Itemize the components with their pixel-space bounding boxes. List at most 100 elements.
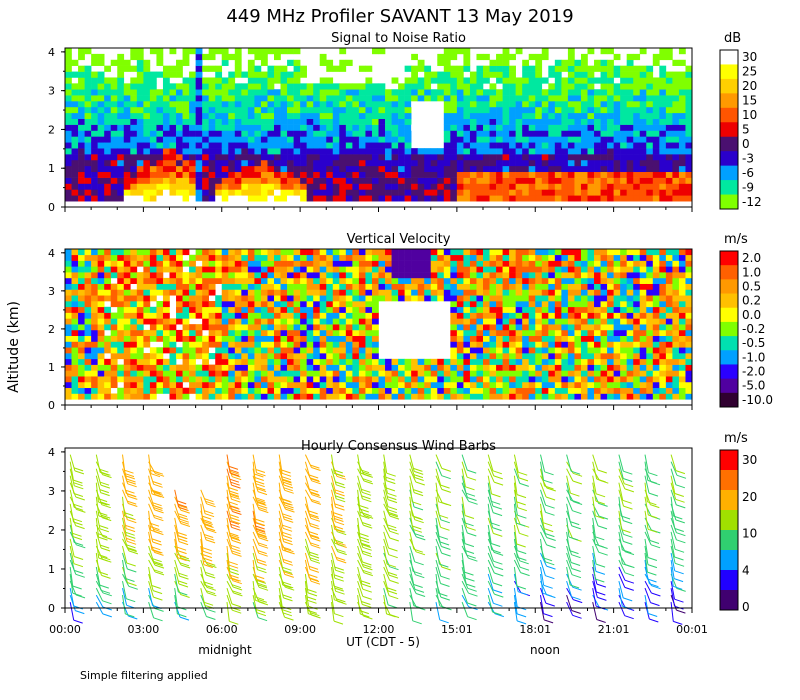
vertical-velocity-cell xyxy=(594,376,601,383)
vertical-velocity-cell xyxy=(659,272,667,279)
vertical-velocity-cell xyxy=(313,370,321,377)
wind-barb xyxy=(95,552,100,572)
vertical-velocity-cell xyxy=(541,358,549,365)
snr-cell xyxy=(639,183,647,190)
snr-cell xyxy=(91,136,98,143)
vertical-velocity-cell xyxy=(130,254,138,261)
vertical-velocity-cell xyxy=(228,301,236,308)
vertical-velocity-cell xyxy=(247,312,255,319)
vertical-velocity-cell xyxy=(91,364,98,371)
snr-cell xyxy=(456,148,464,155)
snr-cell xyxy=(535,189,543,196)
snr-cell xyxy=(104,195,112,202)
snr-cell xyxy=(561,95,569,102)
snr-cell xyxy=(450,136,458,143)
snr-cell xyxy=(365,101,373,108)
snr-cell xyxy=(469,148,477,155)
vertical-velocity-cell xyxy=(476,347,484,354)
vertical-velocity-cell xyxy=(319,266,327,273)
vertical-velocity-cell xyxy=(404,393,412,400)
snr-cell xyxy=(280,101,288,108)
snr-cell xyxy=(293,101,301,108)
vertical-velocity-cell xyxy=(456,249,464,256)
snr-cell xyxy=(522,142,530,149)
snr-cell xyxy=(221,142,229,149)
vertical-velocity-cell xyxy=(149,381,157,389)
vertical-velocity-cell xyxy=(496,277,503,284)
vertical-velocity-cell xyxy=(541,260,549,267)
snr-cell xyxy=(469,189,477,196)
snr-cell xyxy=(580,71,588,78)
snr-cell xyxy=(84,159,92,167)
wind-barb xyxy=(122,559,126,579)
vertical-velocity-cell xyxy=(104,387,112,394)
snr-cell xyxy=(665,124,673,131)
vertical-velocity-cell xyxy=(522,341,530,348)
wind-barb-feather xyxy=(73,493,84,497)
wind-barb-feather xyxy=(125,489,135,494)
snr-cell xyxy=(143,71,151,78)
snr-cell xyxy=(104,142,112,149)
snr-cell xyxy=(234,106,242,114)
vertical-velocity-cell xyxy=(189,387,196,394)
vertical-velocity-cell xyxy=(685,272,693,279)
vertical-velocity-cell xyxy=(234,358,242,365)
vertical-velocity-cell xyxy=(371,376,379,383)
snr-cell xyxy=(607,165,614,173)
snr-cell xyxy=(600,83,608,90)
vertical-velocity-cell xyxy=(443,249,451,256)
snr-cell xyxy=(404,154,412,161)
snr-cell xyxy=(215,95,223,102)
snr-cell xyxy=(254,189,262,196)
vertical-velocity-cell xyxy=(430,393,438,400)
snr-cell xyxy=(162,83,170,90)
vertical-velocity-cell xyxy=(607,324,614,331)
vertical-velocity-cell xyxy=(502,353,510,360)
vertical-velocity-cell xyxy=(580,347,588,354)
vertical-velocity-cell xyxy=(352,254,360,261)
snr-cell xyxy=(567,59,575,66)
vertical-velocity-cell xyxy=(371,347,379,354)
vertical-velocity-cell xyxy=(234,329,242,337)
vertical-velocity-cell xyxy=(430,376,438,383)
wind-barb xyxy=(148,601,155,618)
snr-cell xyxy=(528,159,536,167)
snr-cell xyxy=(672,165,680,173)
snr-cell xyxy=(352,171,360,178)
vertical-velocity-cell xyxy=(561,347,569,354)
snr-cell xyxy=(639,165,647,173)
vertical-velocity-cell xyxy=(437,277,445,284)
vertical-velocity-cell xyxy=(234,272,242,279)
snr-cell xyxy=(274,183,281,190)
snr-cell xyxy=(274,171,281,178)
vertical-velocity-cell xyxy=(430,358,438,365)
snr-cell xyxy=(398,165,405,173)
vertical-velocity-cell xyxy=(274,266,281,273)
snr-cell xyxy=(672,124,680,131)
vertical-velocity-cell xyxy=(561,283,569,290)
figure-title: 449 MHz Profiler SAVANT 13 May 2019 xyxy=(226,6,573,27)
vertical-velocity-cell xyxy=(626,353,634,360)
wind-barb-feather xyxy=(124,473,135,478)
vertical-velocity-cell xyxy=(633,376,641,383)
wind-barb xyxy=(174,595,178,614)
vertical-velocity-cell xyxy=(600,364,608,371)
snr-cell xyxy=(522,65,530,72)
vertical-velocity-cell xyxy=(182,277,190,284)
vertical-velocity-cell xyxy=(241,272,249,279)
vertical-velocity-cell xyxy=(652,301,660,308)
vertical-velocity-cell xyxy=(385,370,392,377)
vertical-velocity-cell xyxy=(502,341,510,348)
vertical-velocity-cell xyxy=(221,295,229,302)
vertical-velocity-cell xyxy=(352,364,360,371)
snr-cell xyxy=(78,183,85,190)
vertical-velocity-cell xyxy=(535,353,543,360)
snr-cell xyxy=(274,124,281,131)
vertical-velocity-cell xyxy=(665,306,673,313)
vertical-velocity-cell xyxy=(685,376,693,383)
snr-cell xyxy=(541,53,549,61)
vertical-velocity-cell xyxy=(247,272,255,279)
snr-cell xyxy=(685,118,693,125)
vertical-velocity-cell xyxy=(182,283,190,290)
snr-cell xyxy=(600,89,608,96)
